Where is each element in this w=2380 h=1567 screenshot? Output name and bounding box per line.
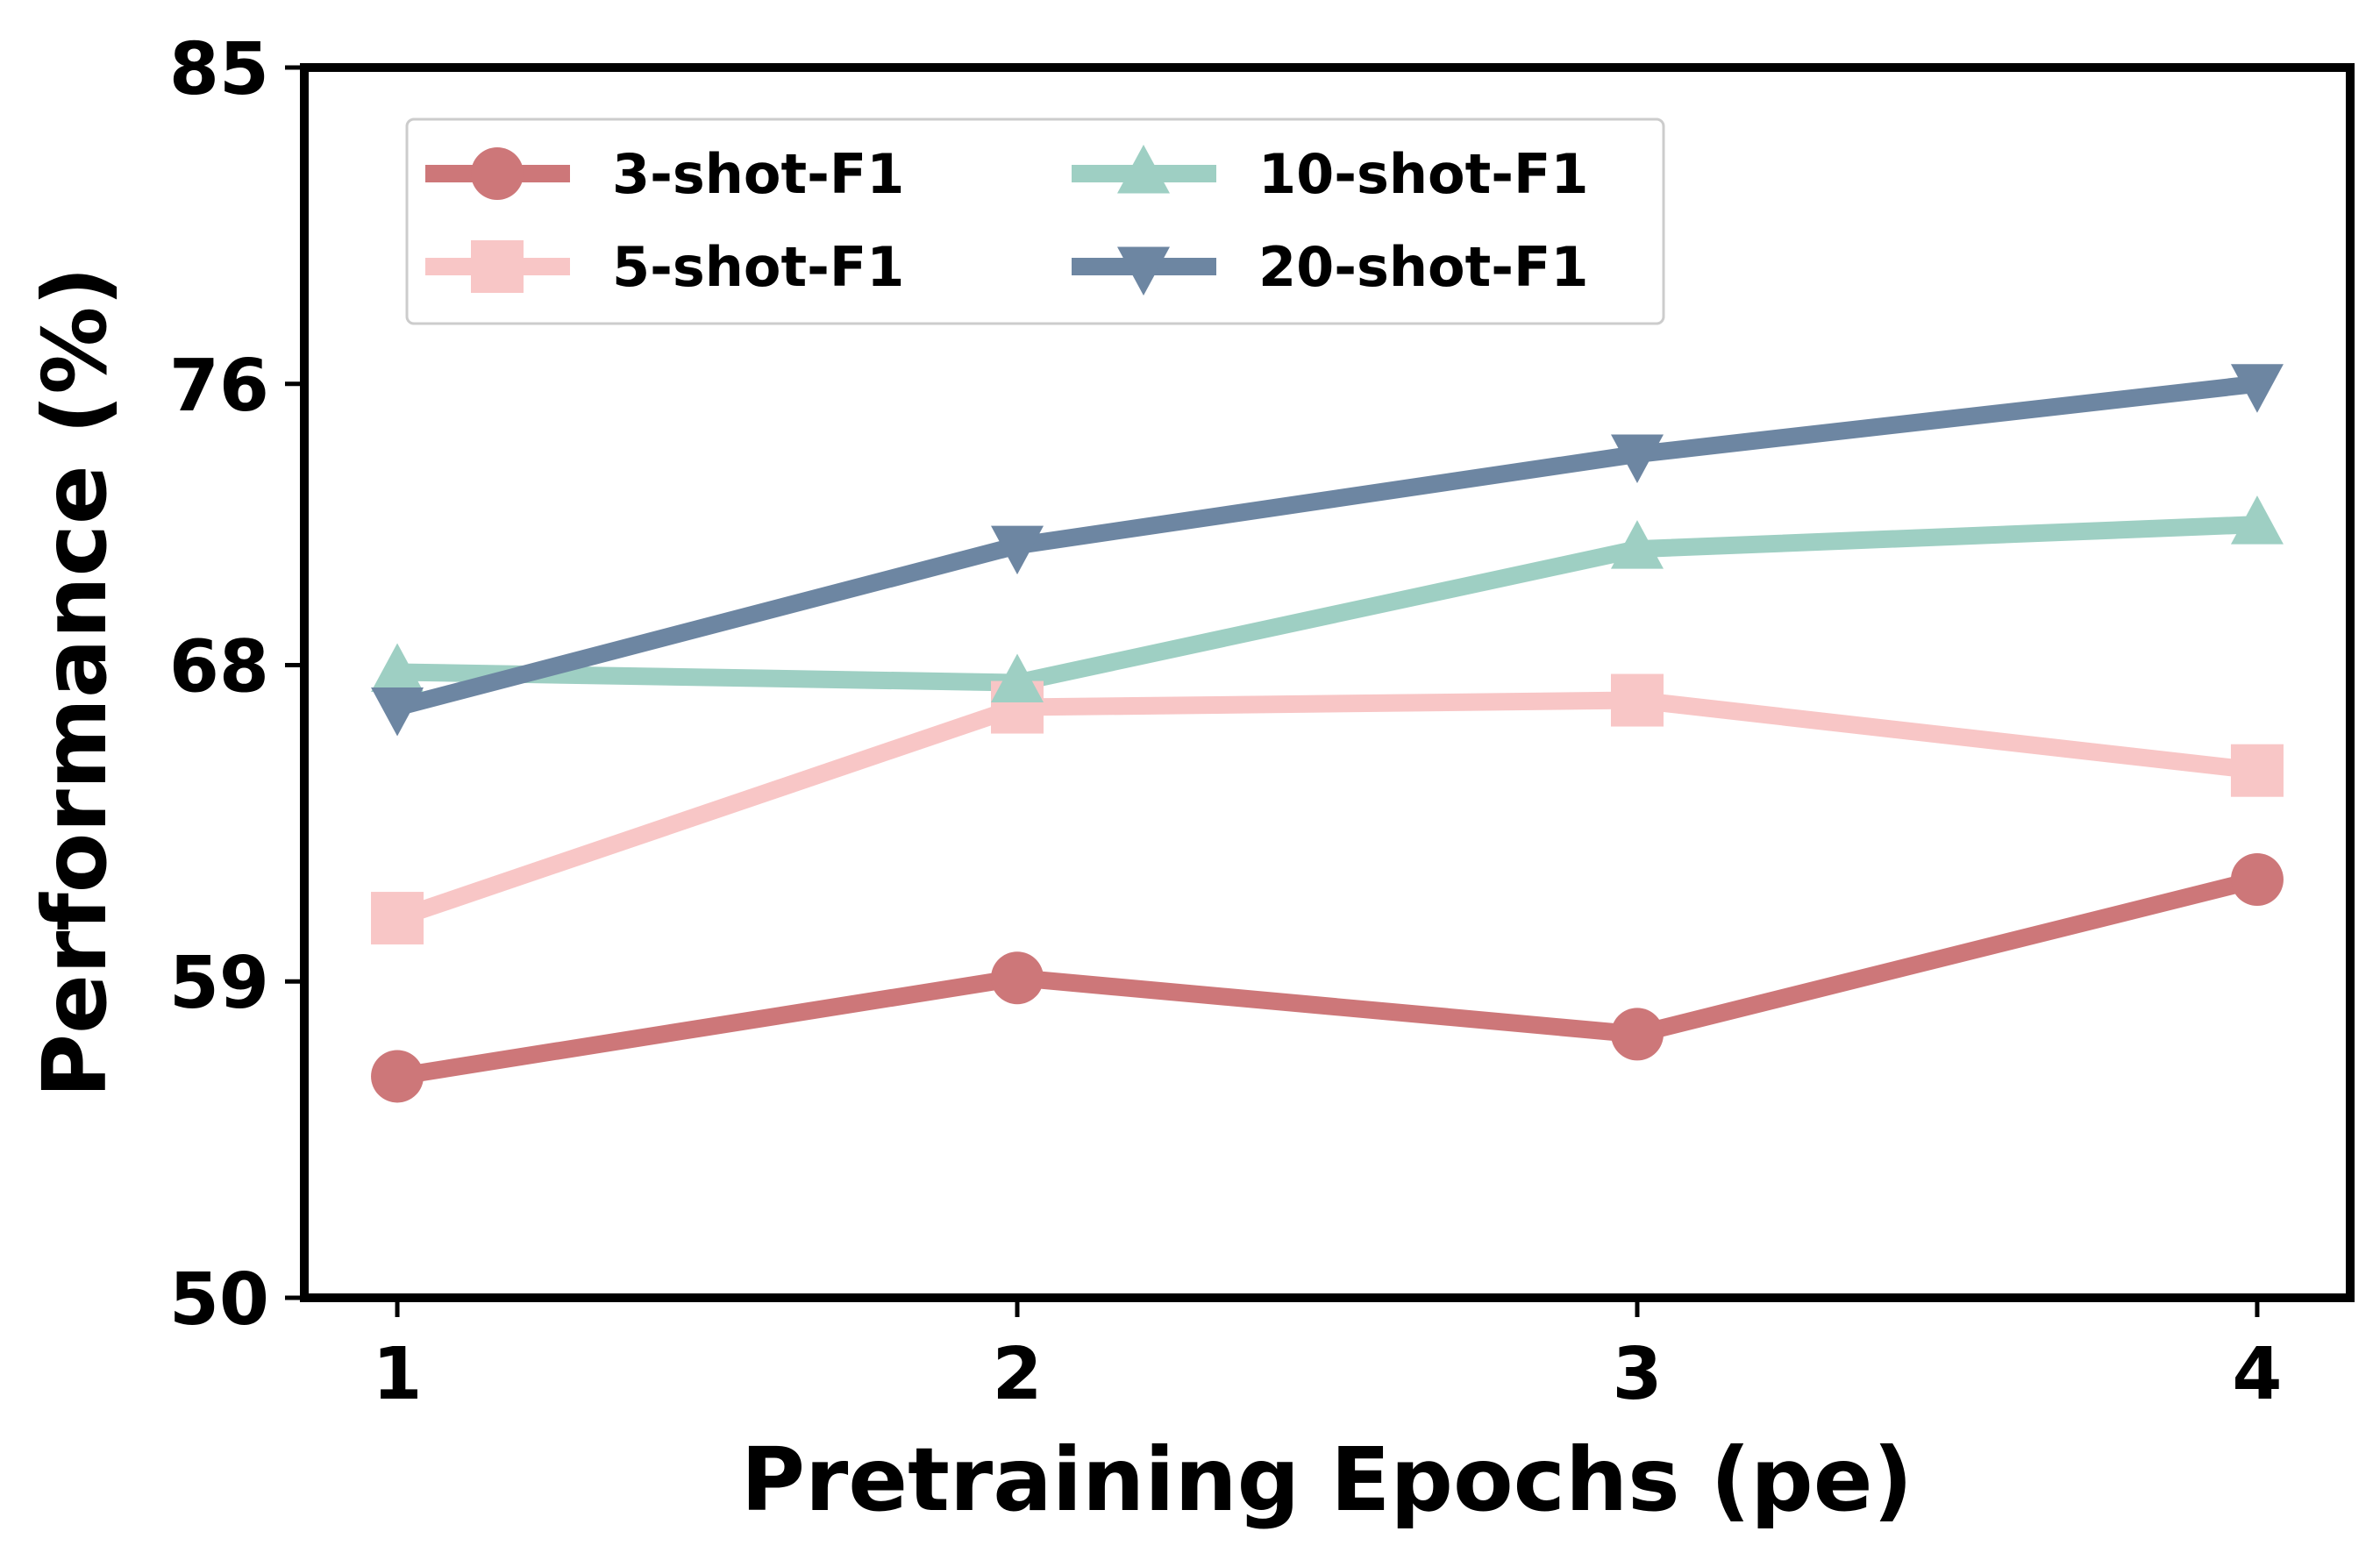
legend: 3-shot-F1 5-shot-F1 10-shot-F1 20-shot-F1 <box>405 118 1665 325</box>
y-axis-ticks: 50 59 68 76 85 <box>169 28 304 1342</box>
y-axis-title: Performance (%) <box>24 267 126 1098</box>
series-markers <box>371 364 2284 1103</box>
data-point-10-shot-F1-1 <box>371 643 424 692</box>
x-tick-label: 2 <box>992 1333 1042 1416</box>
data-point-5-shot-F1-1 <box>371 892 424 945</box>
y-tick-label: 59 <box>169 942 269 1025</box>
legend-label: 10-shot-F1 <box>1258 142 1589 206</box>
data-point-3-shot-F1-2 <box>991 951 1044 1005</box>
x-tick-label: 1 <box>373 1333 423 1416</box>
y-tick-label: 68 <box>169 625 269 709</box>
plot-frame <box>300 63 2355 1302</box>
x-tick-label: 3 <box>1612 1333 1662 1416</box>
series-line-5-shot-F1 <box>388 691 2266 928</box>
data-point-5-shot-F1-3 <box>1610 673 1664 727</box>
data-point-5-shot-F1-4 <box>2230 744 2284 797</box>
legend-label: 5-shot-F1 <box>612 235 904 299</box>
data-point-3-shot-F1-1 <box>371 1050 424 1103</box>
legend-entry-3-shot-F1: 3-shot-F1 <box>425 142 904 206</box>
legend-entries: 3-shot-F1 5-shot-F1 10-shot-F1 20-shot-F1 <box>425 142 1589 299</box>
legend-entry-10-shot-F1: 10-shot-F1 <box>1072 142 1589 206</box>
data-point-20-shot-F1-4 <box>2230 364 2284 413</box>
legend-label: 3-shot-F1 <box>612 142 904 206</box>
legend-label: 20-shot-F1 <box>1258 235 1589 299</box>
data-point-10-shot-F1-4 <box>2230 495 2284 545</box>
legend-marker-swatch <box>1117 145 1170 194</box>
y-tick-label: 85 <box>169 28 269 111</box>
x-tick-label: 4 <box>2232 1333 2282 1416</box>
legend-marker-swatch <box>471 147 524 200</box>
data-point-10-shot-F1-2 <box>991 653 1044 702</box>
x-axis-ticks: 1 2 3 4 <box>373 1298 2282 1416</box>
series-line-20-shot-F1 <box>388 374 2266 716</box>
data-point-20-shot-F1-2 <box>991 525 1044 575</box>
legend-marker-swatch <box>1117 246 1170 296</box>
data-point-20-shot-F1-3 <box>1610 434 1664 483</box>
data-point-3-shot-F1-4 <box>2230 852 2284 906</box>
data-point-10-shot-F1-3 <box>1610 520 1664 569</box>
x-axis-title: Pretraining Epochs (pe) <box>741 1428 1913 1531</box>
legend-marker-swatch <box>471 240 524 293</box>
series-line-3-shot-F1 <box>388 870 2266 1086</box>
y-tick-label: 76 <box>169 345 269 428</box>
data-point-3-shot-F1-3 <box>1610 1008 1664 1061</box>
series-line-10-shot-F1 <box>388 516 2266 692</box>
legend-box <box>405 118 1665 325</box>
data-point-20-shot-F1-1 <box>371 687 424 737</box>
legend-entry-20-shot-F1: 20-shot-F1 <box>1072 235 1589 299</box>
series-lines <box>388 374 2266 1086</box>
y-tick-label: 50 <box>169 1258 269 1342</box>
legend-entry-5-shot-F1: 5-shot-F1 <box>425 235 904 299</box>
